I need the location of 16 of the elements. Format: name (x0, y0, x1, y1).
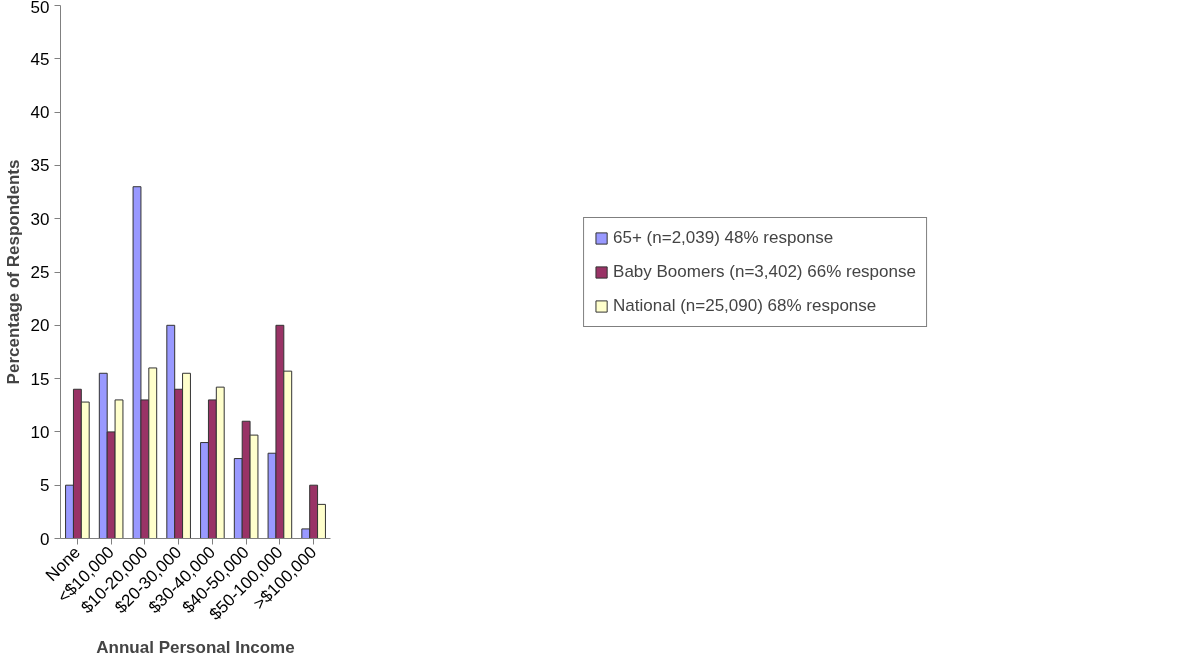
legend-label: National (n=25,090) 68% response (613, 295, 877, 316)
y-tick-label: 45 (30, 49, 50, 69)
y-tick-label: 20 (30, 316, 50, 336)
legend-label: Baby Boomers (n=3,402) 66% response (613, 261, 916, 282)
x-axis-title: Annual Personal Income (96, 638, 295, 658)
y-tick-label: 10 (30, 422, 50, 442)
y-tick-label: 35 (30, 156, 50, 176)
y-tick-label: 0 (40, 529, 50, 549)
y-tick-label: 25 (30, 263, 50, 282)
legend-label: 65+ (n=2,039) 48% response (613, 227, 834, 248)
y-tick-label: 5 (40, 476, 50, 496)
y-tick-label: 40 (30, 103, 50, 123)
y-tick-label: 50 (30, 0, 50, 17)
y-tick-label: 15 (30, 369, 50, 389)
y-axis-title: Percentage of Respondents (3, 159, 23, 385)
y-tick-label: 30 (30, 209, 50, 229)
